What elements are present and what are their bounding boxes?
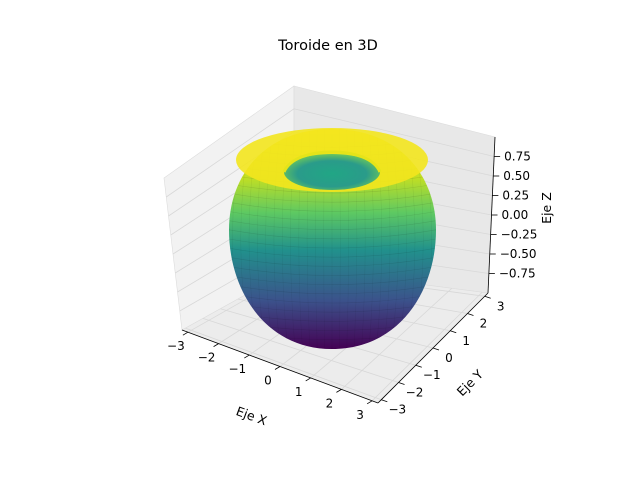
mesh-ring xyxy=(229,266,436,276)
y-tick-label: 1 xyxy=(462,334,470,348)
chart-title: Toroide en 3D xyxy=(277,38,378,54)
mesh-ring xyxy=(229,275,436,285)
y-gridline xyxy=(202,318,399,383)
y-tick-mark xyxy=(432,347,440,351)
x-tick-label: 2 xyxy=(326,396,334,410)
x-tick-mark xyxy=(244,354,250,359)
z-axis-label: Eje Z xyxy=(539,192,554,224)
x-tick-label: 0 xyxy=(264,374,272,388)
x-tick-label: 1 xyxy=(295,385,303,399)
mesh-ring xyxy=(229,202,436,212)
y-tick-mark xyxy=(415,364,422,368)
x-tick-label: −1 xyxy=(228,362,246,376)
x-tick-mark xyxy=(305,377,311,382)
x-tick-label: −3 xyxy=(167,339,185,353)
x-tick-mark xyxy=(274,366,281,370)
z-tick-label: 0.25 xyxy=(502,189,529,203)
mesh-ring xyxy=(229,247,436,258)
y-tick-mark xyxy=(398,382,405,385)
z-tick-label: 0.75 xyxy=(504,150,531,164)
x-tick-label: −2 xyxy=(198,351,216,365)
x-tick-mark xyxy=(213,343,219,347)
z-tick-label: 0.50 xyxy=(503,169,530,183)
y-tick-mark xyxy=(450,330,457,334)
y-tick-mark xyxy=(484,295,491,299)
torus-hole-rim xyxy=(282,150,382,173)
z-tick-label: −0.75 xyxy=(499,267,536,281)
y-tick-label: 2 xyxy=(480,317,488,331)
z-gridline xyxy=(166,108,495,198)
mesh-ring xyxy=(229,257,436,267)
y-tick-label: 0 xyxy=(445,351,453,365)
mesh-ring xyxy=(229,302,436,313)
x-tick-mark xyxy=(336,389,342,393)
y-tick-label: −1 xyxy=(423,368,441,382)
mesh-ring xyxy=(229,211,436,221)
torus-hole xyxy=(284,154,380,190)
y-gridline xyxy=(185,327,382,401)
x-tick-label: 3 xyxy=(356,408,364,422)
mesh-ring xyxy=(229,238,436,249)
y-tick-label: −3 xyxy=(388,403,406,417)
mesh-ring xyxy=(229,284,436,295)
mesh-ring xyxy=(229,293,436,304)
mesh-ring xyxy=(229,183,436,194)
y-tick-label: −2 xyxy=(406,385,424,399)
y-axis-label: Eje Y xyxy=(454,366,487,399)
torus-surface xyxy=(229,128,436,349)
mesh-ring xyxy=(229,192,436,203)
y-tick-mark xyxy=(381,399,388,403)
x-axis-label: Eje X xyxy=(234,403,269,428)
y-tick-label: 3 xyxy=(497,299,505,313)
x-tick-mark xyxy=(366,400,373,405)
mesh-ring xyxy=(229,229,436,240)
z-tick-label: −0.25 xyxy=(501,228,538,242)
y-tick-mark xyxy=(467,313,474,316)
x-tick-mark xyxy=(182,331,189,336)
z-tick-label: −0.50 xyxy=(500,247,537,261)
mesh-ring xyxy=(229,220,436,230)
z-tick-label: 0.00 xyxy=(502,208,529,222)
